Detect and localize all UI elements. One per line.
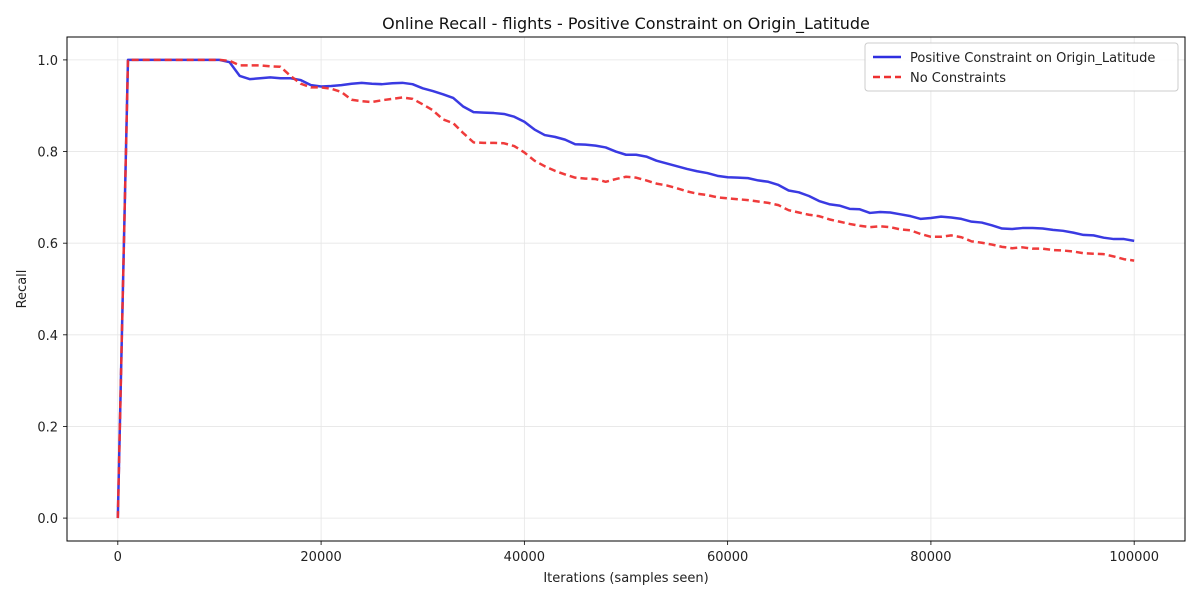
y-tick-label: 0.6 (37, 237, 58, 252)
legend-label-positive-constraint: Positive Constraint on Origin_Latitude (910, 51, 1155, 66)
plot-frame (66, 36, 1186, 542)
x-tick-label: 80000 (910, 550, 951, 565)
axis-ticks: 0 20000 40000 60000 80000 100000 0.0 0.2 0.4 0.6 0… (37, 54, 1159, 565)
chart-title: Online Recall - flights - Positive Const… (382, 14, 870, 34)
y-tick-label: 0.8 (37, 146, 58, 161)
legend-box (864, 42, 1179, 92)
y-tick-label: 0.2 (37, 420, 58, 435)
legend-label-no-constraints: No Constraints (910, 71, 1006, 86)
y-axis-label: Recall (15, 270, 30, 309)
x-tick-label: 60000 (707, 550, 748, 565)
x-tick-label: 20000 (300, 550, 341, 565)
y-tick-label: 0.0 (37, 512, 58, 527)
series-lines (116, 58, 1135, 519)
x-axis-label: Iterations (samples seen) (543, 571, 708, 586)
x-tick-label: 0 (114, 550, 122, 565)
y-tick-label: 0.4 (37, 329, 58, 344)
series-line-positive-constraint (116, 58, 1135, 519)
legend: Positive Constraint on Origin_Latitude N… (864, 42, 1179, 92)
y-tick-label: 1.0 (37, 54, 58, 69)
x-tick-label: 40000 (504, 550, 545, 565)
x-tick-label: 100000 (1109, 550, 1159, 565)
series-line-no-constraints (116, 58, 1135, 519)
